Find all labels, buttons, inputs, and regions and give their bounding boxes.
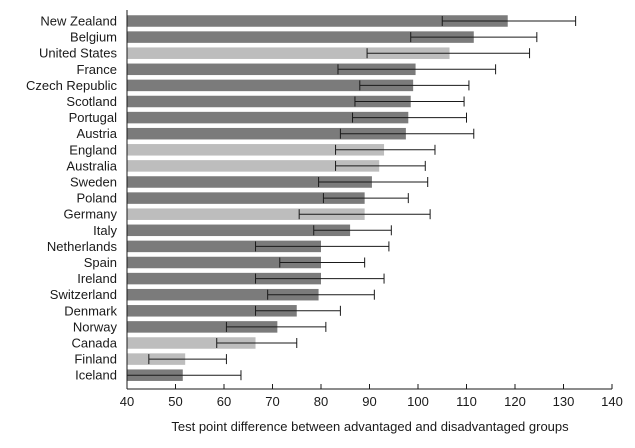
category-label-germany: Germany <box>64 207 118 222</box>
bar-austria <box>127 127 406 140</box>
bar-italy <box>127 224 351 237</box>
error-bar-united-states <box>366 48 531 59</box>
x-tick-label-130: 130 <box>553 394 575 409</box>
bar-united-states <box>127 47 450 59</box>
error-bars-layer <box>126 16 577 381</box>
bar-scotland <box>127 95 411 108</box>
category-label-ireland: Ireland <box>77 271 117 286</box>
error-bar-sweden <box>318 177 429 187</box>
error-bar-czech-republic <box>359 80 470 91</box>
category-label-poland: Poland <box>77 191 117 206</box>
error-bar-england <box>335 144 436 155</box>
bar-ireland <box>127 272 321 285</box>
x-tick-label-70: 70 <box>265 394 279 409</box>
bar-czech-republic <box>127 79 414 92</box>
x-tick-label-100: 100 <box>407 394 429 409</box>
category-label-united-states: United States <box>39 46 118 61</box>
error-bar-netherlands <box>255 241 390 252</box>
bar-spain <box>127 256 321 269</box>
x-axis: 40 50 60 70 80 90 100 110 120 130 140 <box>120 10 623 409</box>
category-label-austria: Austria <box>77 126 118 141</box>
bar-germany <box>127 208 365 220</box>
x-tick-label-50: 50 <box>168 394 182 409</box>
error-bar-ireland <box>255 273 385 284</box>
error-bar-scotland <box>354 96 465 107</box>
bar-norway <box>127 321 278 333</box>
error-bar-austria <box>339 128 475 139</box>
x-tick-label-60: 60 <box>217 394 231 409</box>
bar-portugal <box>127 111 409 124</box>
error-bar-france <box>337 64 497 75</box>
x-axis-title: Test point difference between advantaged… <box>171 419 569 434</box>
error-bar-denmark <box>255 305 341 316</box>
category-label-iceland: Iceland <box>75 368 117 383</box>
bar-denmark <box>127 305 297 317</box>
bar-australia <box>127 160 380 172</box>
category-label-sweden: Sweden <box>70 175 117 190</box>
error-bar-canada <box>216 338 298 348</box>
bars-layer <box>127 15 508 381</box>
category-label-netherlands: Netherlands <box>47 239 118 254</box>
error-bar-finland <box>148 354 227 365</box>
error-bar-belgium <box>410 32 538 43</box>
category-label-italy: Italy <box>93 223 117 238</box>
error-bar-poland <box>322 193 409 204</box>
category-label-australia: Australia <box>66 158 117 173</box>
error-bar-australia <box>335 160 426 171</box>
bar-sweden <box>127 176 372 188</box>
category-label-scotland: Scotland <box>66 94 117 109</box>
category-label-new-zealand: New Zealand <box>40 14 117 29</box>
category-label-spain: Spain <box>84 255 117 270</box>
bar-belgium <box>127 31 474 43</box>
error-bar-switzerland <box>267 289 375 300</box>
bar-france <box>127 63 416 76</box>
category-label-finland: Finland <box>74 352 117 367</box>
bar-canada <box>127 337 256 349</box>
error-bar-germany <box>298 209 431 220</box>
x-tick-label-90: 90 <box>362 394 376 409</box>
x-tick-label-120: 120 <box>504 394 526 409</box>
bar-new-zealand <box>127 15 508 27</box>
error-bar-italy <box>313 225 392 236</box>
category-label-france: France <box>77 62 117 77</box>
x-tick-label-110: 110 <box>456 394 477 409</box>
error-bar-spain <box>279 257 366 268</box>
category-label-belgium: Belgium <box>70 30 117 45</box>
category-label-canada: Canada <box>71 336 117 351</box>
bar-england <box>127 144 385 156</box>
error-bar-portugal <box>352 112 467 123</box>
category-label-norway: Norway <box>73 319 118 334</box>
category-label-switzerland: Switzerland <box>50 287 117 302</box>
x-tick-label-40: 40 <box>120 394 134 409</box>
error-bar-new-zealand <box>441 16 577 26</box>
category-label-denmark: Denmark <box>64 303 117 318</box>
category-label-england: England <box>69 142 117 157</box>
error-bar-norway <box>225 321 327 332</box>
x-tick-label-140: 140 <box>601 394 623 409</box>
x-tick-label-80: 80 <box>314 394 328 409</box>
bar-switzerland <box>127 288 319 301</box>
bar-netherlands <box>127 240 321 253</box>
category-label-portugal: Portugal <box>69 110 118 125</box>
category-label-czech-republic: Czech Republic <box>26 78 118 93</box>
bar-poland <box>127 192 365 204</box>
